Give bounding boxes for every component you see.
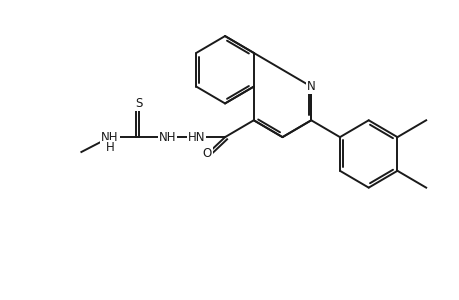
Text: NH: NH <box>158 130 176 144</box>
Text: H: H <box>106 140 114 154</box>
Text: O: O <box>202 148 212 160</box>
Text: N: N <box>306 80 315 93</box>
Text: S: S <box>135 97 142 110</box>
Text: HN: HN <box>187 130 205 144</box>
Text: NH: NH <box>101 130 118 144</box>
